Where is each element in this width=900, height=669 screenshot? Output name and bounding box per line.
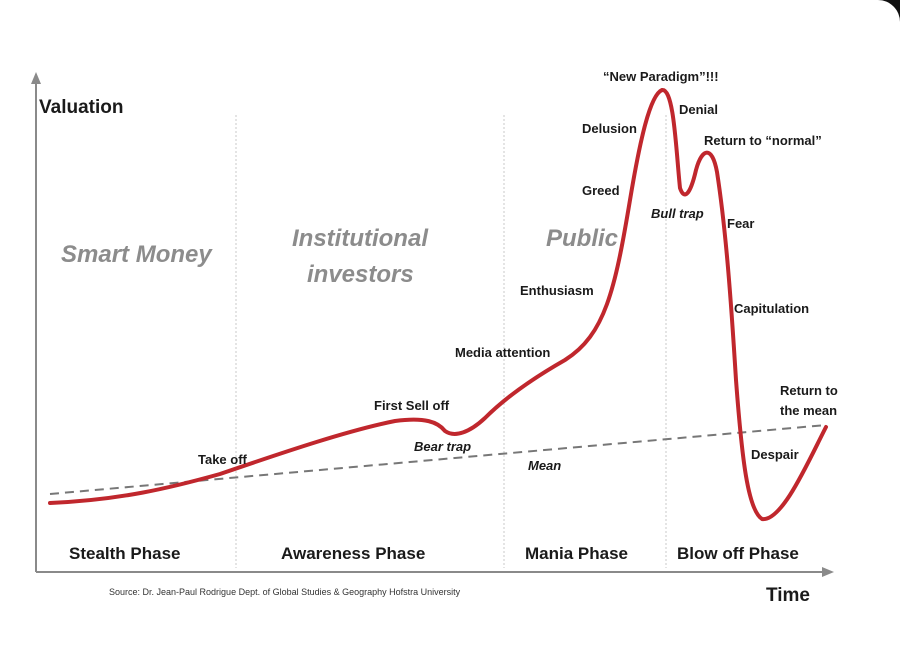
x-axis-label: Time [766,585,810,606]
mean-line [49,424,827,495]
annotation-enthusiasm: Enthusiasm [520,283,594,298]
annotation-delusion: Delusion [582,121,637,136]
group-label-investors: investors [307,261,414,288]
phase-label-awareness: Awareness Phase [281,544,425,563]
annotation-new-paradigm: “New Paradigm”!!! [603,69,719,84]
annotation-bull-trap: Bull trap [651,206,704,221]
annotation-mean: Mean [528,458,561,473]
annotation-fear: Fear [727,216,754,231]
phase-label-stealth: Stealth Phase [69,544,181,563]
annotation-greed: Greed [582,183,620,198]
group-label-public: Public [546,225,618,252]
annotation-denial: Denial [679,102,718,117]
annotation-take-off: Take off [198,452,248,467]
y-axis-arrow [31,72,41,84]
y-axis-label: Valuation [39,97,123,118]
group-label-institutional: Institutional [292,225,429,252]
annotation-capitulation: Capitulation [734,301,809,316]
annotation-despair: Despair [751,447,799,462]
annotation-first-sell-off: First Sell off [374,398,450,413]
annotation-return-to-normal: Return to “normal” [704,133,822,148]
annotation-return-to-the-mean-line2: the mean [780,403,837,418]
group-label-smart-money: Smart Money [61,241,213,268]
source-caption: Source: Dr. Jean-Paul Rodrigue Dept. of … [109,587,461,597]
annotation-media-attention: Media attention [455,345,550,360]
x-axis-arrow [822,567,834,577]
annotation-return-to-the-mean-line1: Return to [780,383,838,398]
phase-label-mania: Mania Phase [525,544,628,563]
phase-label-blow-off: Blow off Phase [677,544,799,563]
annotation-bear-trap: Bear trap [414,439,471,454]
valuation-curve [48,88,828,521]
